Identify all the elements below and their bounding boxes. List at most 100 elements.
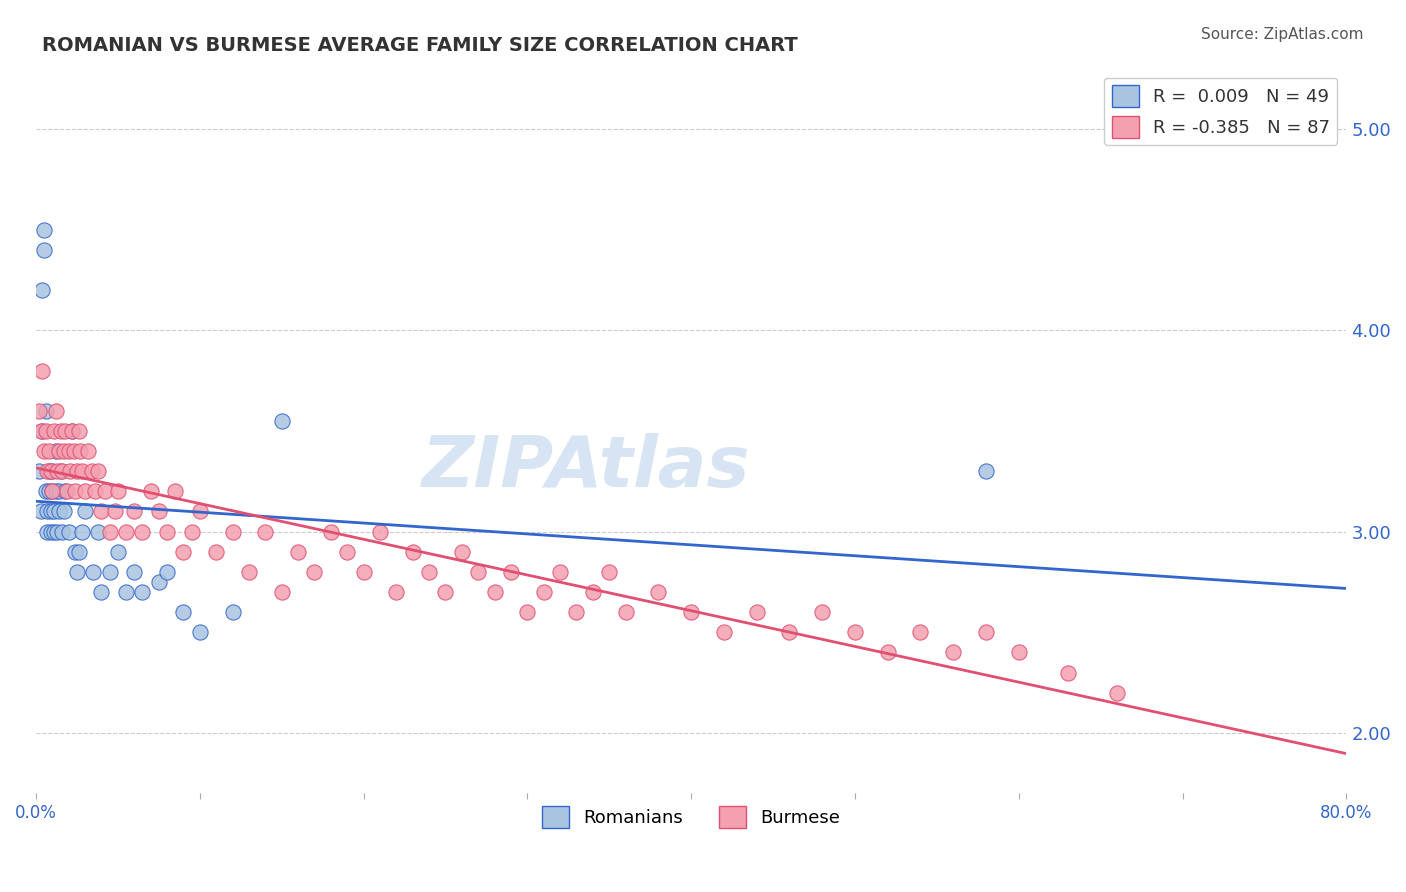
Point: [31, 363, 53, 377]
Point: [254, 524, 277, 539]
Point: [270, 585, 292, 599]
Point: [70, 524, 93, 539]
Text: Source: ZipAtlas.com: Source: ZipAtlas.com: [1201, 27, 1364, 42]
Point: [122, 565, 145, 579]
Point: [39, 504, 62, 518]
Point: [499, 565, 522, 579]
Point: [713, 625, 735, 640]
Point: [37, 524, 59, 539]
Point: [238, 565, 260, 579]
Point: [67, 545, 90, 559]
Point: [188, 625, 211, 640]
Point: [42, 504, 65, 518]
Point: [98, 524, 121, 539]
Point: [35, 404, 58, 418]
Point: [69, 444, 91, 458]
Point: [516, 605, 538, 619]
Point: [115, 524, 138, 539]
Point: [910, 625, 932, 640]
Point: [876, 645, 898, 659]
Point: [38, 464, 60, 478]
Point: [30, 504, 52, 518]
Point: [65, 545, 87, 559]
Point: [65, 484, 87, 499]
Point: [87, 524, 110, 539]
Point: [107, 484, 129, 499]
Point: [51, 464, 73, 478]
Point: [221, 605, 243, 619]
Point: [942, 645, 965, 659]
Point: [75, 504, 97, 518]
Point: [87, 464, 110, 478]
Point: [32, 222, 55, 236]
Point: [205, 545, 228, 559]
Point: [41, 484, 63, 499]
Point: [1105, 686, 1128, 700]
Point: [319, 524, 342, 539]
Point: [28, 464, 51, 478]
Point: [35, 424, 58, 438]
Point: [28, 404, 51, 418]
Point: [37, 464, 59, 478]
Point: [37, 504, 59, 518]
Point: [32, 444, 55, 458]
Point: [434, 585, 457, 599]
Text: ROMANIAN VS BURMESE AVERAGE FAMILY SIZE CORRELATION CHART: ROMANIAN VS BURMESE AVERAGE FAMILY SIZE …: [42, 36, 799, 54]
Point: [548, 565, 571, 579]
Point: [59, 464, 82, 478]
Point: [368, 524, 391, 539]
Point: [42, 524, 65, 539]
Point: [66, 565, 89, 579]
Point: [90, 504, 112, 518]
Point: [77, 444, 100, 458]
Point: [55, 484, 77, 499]
Point: [31, 424, 53, 438]
Point: [565, 605, 588, 619]
Point: [30, 424, 52, 438]
Point: [38, 444, 60, 458]
Point: [304, 565, 326, 579]
Point: [62, 444, 84, 458]
Point: [122, 504, 145, 518]
Point: [353, 565, 375, 579]
Point: [84, 484, 107, 499]
Point: [647, 585, 669, 599]
Point: [614, 605, 637, 619]
Point: [45, 444, 67, 458]
Point: [180, 524, 202, 539]
Point: [45, 484, 67, 499]
Point: [31, 283, 53, 297]
Point: [533, 585, 555, 599]
Point: [115, 585, 138, 599]
Point: [58, 524, 80, 539]
Point: [60, 424, 83, 438]
Point: [402, 545, 425, 559]
Point: [165, 484, 187, 499]
Point: [131, 524, 153, 539]
Point: [172, 545, 194, 559]
Point: [35, 484, 58, 499]
Point: [49, 464, 72, 478]
Point: [80, 464, 103, 478]
Legend: Romanians, Burmese: Romanians, Burmese: [534, 798, 848, 835]
Point: [450, 545, 472, 559]
Point: [107, 545, 129, 559]
Point: [484, 585, 506, 599]
Point: [67, 424, 90, 438]
Point: [811, 605, 834, 619]
Point: [148, 504, 170, 518]
Point: [598, 565, 620, 579]
Point: [45, 404, 67, 418]
Point: [56, 484, 79, 499]
Point: [48, 504, 70, 518]
Point: [221, 524, 243, 539]
Point: [82, 565, 104, 579]
Point: [1057, 665, 1080, 680]
Point: [60, 424, 83, 438]
Point: [336, 545, 359, 559]
Point: [418, 565, 440, 579]
Point: [41, 464, 63, 478]
Point: [385, 585, 408, 599]
Point: [287, 545, 309, 559]
Point: [131, 585, 153, 599]
